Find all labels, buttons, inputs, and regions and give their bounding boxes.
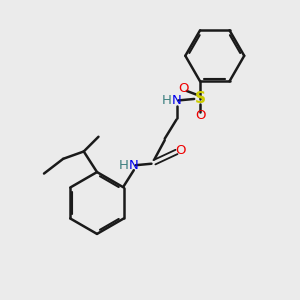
Text: O: O [195, 109, 205, 122]
Text: H: H [162, 94, 172, 107]
Text: N: N [129, 159, 139, 172]
Text: O: O [175, 144, 185, 157]
Text: N: N [172, 94, 182, 107]
Text: S: S [195, 92, 206, 106]
Text: O: O [178, 82, 189, 95]
Text: H: H [119, 159, 129, 172]
